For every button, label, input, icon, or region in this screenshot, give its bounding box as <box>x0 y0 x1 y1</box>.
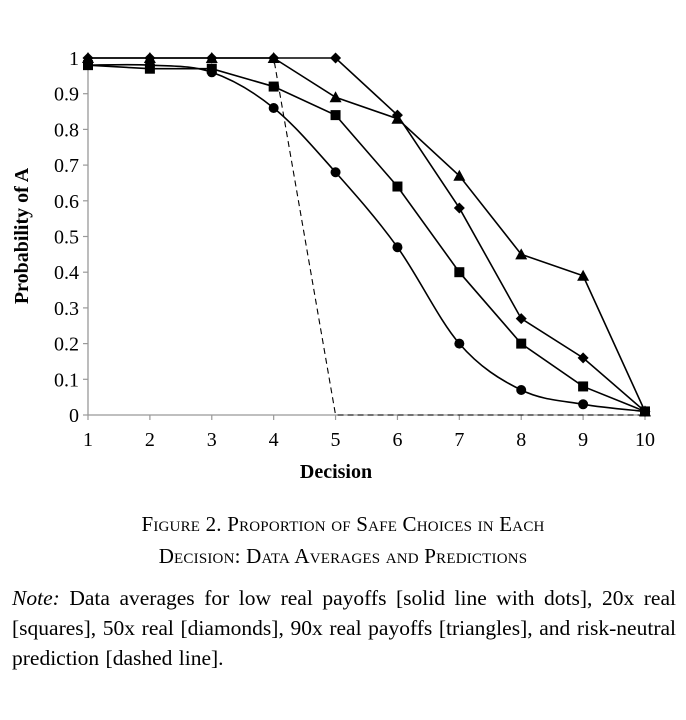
x-tick-label: 1 <box>83 429 93 451</box>
line-chart: 0 0.1 0.2 0.3 0.4 0.5 0.6 0.7 0.8 0.9 1 1 2 3 4 5 6 7 8 9 10… <box>11 48 655 483</box>
figure-note: Note: Data averages for low real payoffs… <box>12 583 676 673</box>
figure-caption-line-1: Figure 2. Proportion of Safe Choices in … <box>141 512 545 536</box>
x-tick-label: 10 <box>635 429 655 451</box>
series-line <box>87 63 646 413</box>
y-axis-label: Probability of A <box>11 167 33 304</box>
triangle-marker <box>515 248 528 260</box>
square-marker <box>392 181 403 192</box>
x-tick-label: 2 <box>145 429 155 451</box>
circle-marker <box>392 242 403 253</box>
diamond-marker <box>453 202 465 214</box>
y-tick-label: 0.7 <box>54 155 79 177</box>
y-tick-label: 1 <box>69 48 79 70</box>
circle-marker <box>454 338 465 349</box>
triangle-marker <box>639 405 651 417</box>
series-line <box>88 57 646 413</box>
x-tick-label: 8 <box>516 429 526 451</box>
square-marker <box>578 381 589 392</box>
series-dasheds <box>88 57 645 416</box>
x-axis-label: Decision <box>300 461 372 483</box>
circle-marker <box>268 102 279 113</box>
diamond-marker <box>330 52 342 64</box>
figure-caption-line-2: Decision: Data Averages and Predictions <box>158 544 528 568</box>
triangle-marker <box>329 91 342 103</box>
square-marker <box>330 110 341 121</box>
note-label: Note: <box>12 586 60 610</box>
y-tick-label: 0.5 <box>54 227 79 249</box>
x-tick-label: 5 <box>331 429 341 451</box>
x-tick-label: 6 <box>392 429 402 451</box>
square-marker <box>516 338 527 349</box>
y-tick-label: 0.3 <box>54 298 79 320</box>
diamond-marker <box>515 313 527 325</box>
y-tick-label: 0.8 <box>54 119 79 141</box>
square-marker <box>268 81 279 92</box>
square-marker <box>83 60 93 71</box>
y-tick-label: 0.1 <box>54 369 79 391</box>
x-tick-label: 9 <box>578 429 588 451</box>
y-tick-label: 0.4 <box>54 262 79 284</box>
triangle-marker <box>577 269 590 281</box>
x-tick-label: 4 <box>269 429 279 451</box>
triangle-marker <box>391 112 404 124</box>
y-tick-label: 0.6 <box>54 191 79 213</box>
chart-axes: 0 0.1 0.2 0.3 0.4 0.5 0.6 0.7 0.8 0.9 1 1 2 3 4 5 6 7 8 9 10 <box>54 48 655 451</box>
y-tick-label: 0.9 <box>54 84 79 106</box>
series-squares <box>83 60 650 417</box>
square-marker <box>206 63 217 74</box>
chart-series <box>82 52 651 417</box>
note-text: Data averages for low real payoffs [soli… <box>12 586 676 670</box>
series-triangles <box>82 52 651 417</box>
x-tick-label: 3 <box>207 429 217 451</box>
triangle-marker <box>453 169 466 181</box>
square-marker <box>454 267 465 278</box>
circle-marker <box>516 385 527 396</box>
diamond-marker <box>577 352 589 364</box>
series-circles <box>83 60 650 417</box>
series-line <box>88 57 645 416</box>
series-line <box>88 57 646 412</box>
y-tick-label: 0 <box>69 405 79 427</box>
square-marker <box>144 63 155 74</box>
y-tick-label: 0.2 <box>54 334 79 356</box>
series-line <box>87 64 646 413</box>
circle-marker <box>578 399 589 410</box>
circle-marker <box>330 167 341 178</box>
x-tick-label: 7 <box>454 429 464 451</box>
